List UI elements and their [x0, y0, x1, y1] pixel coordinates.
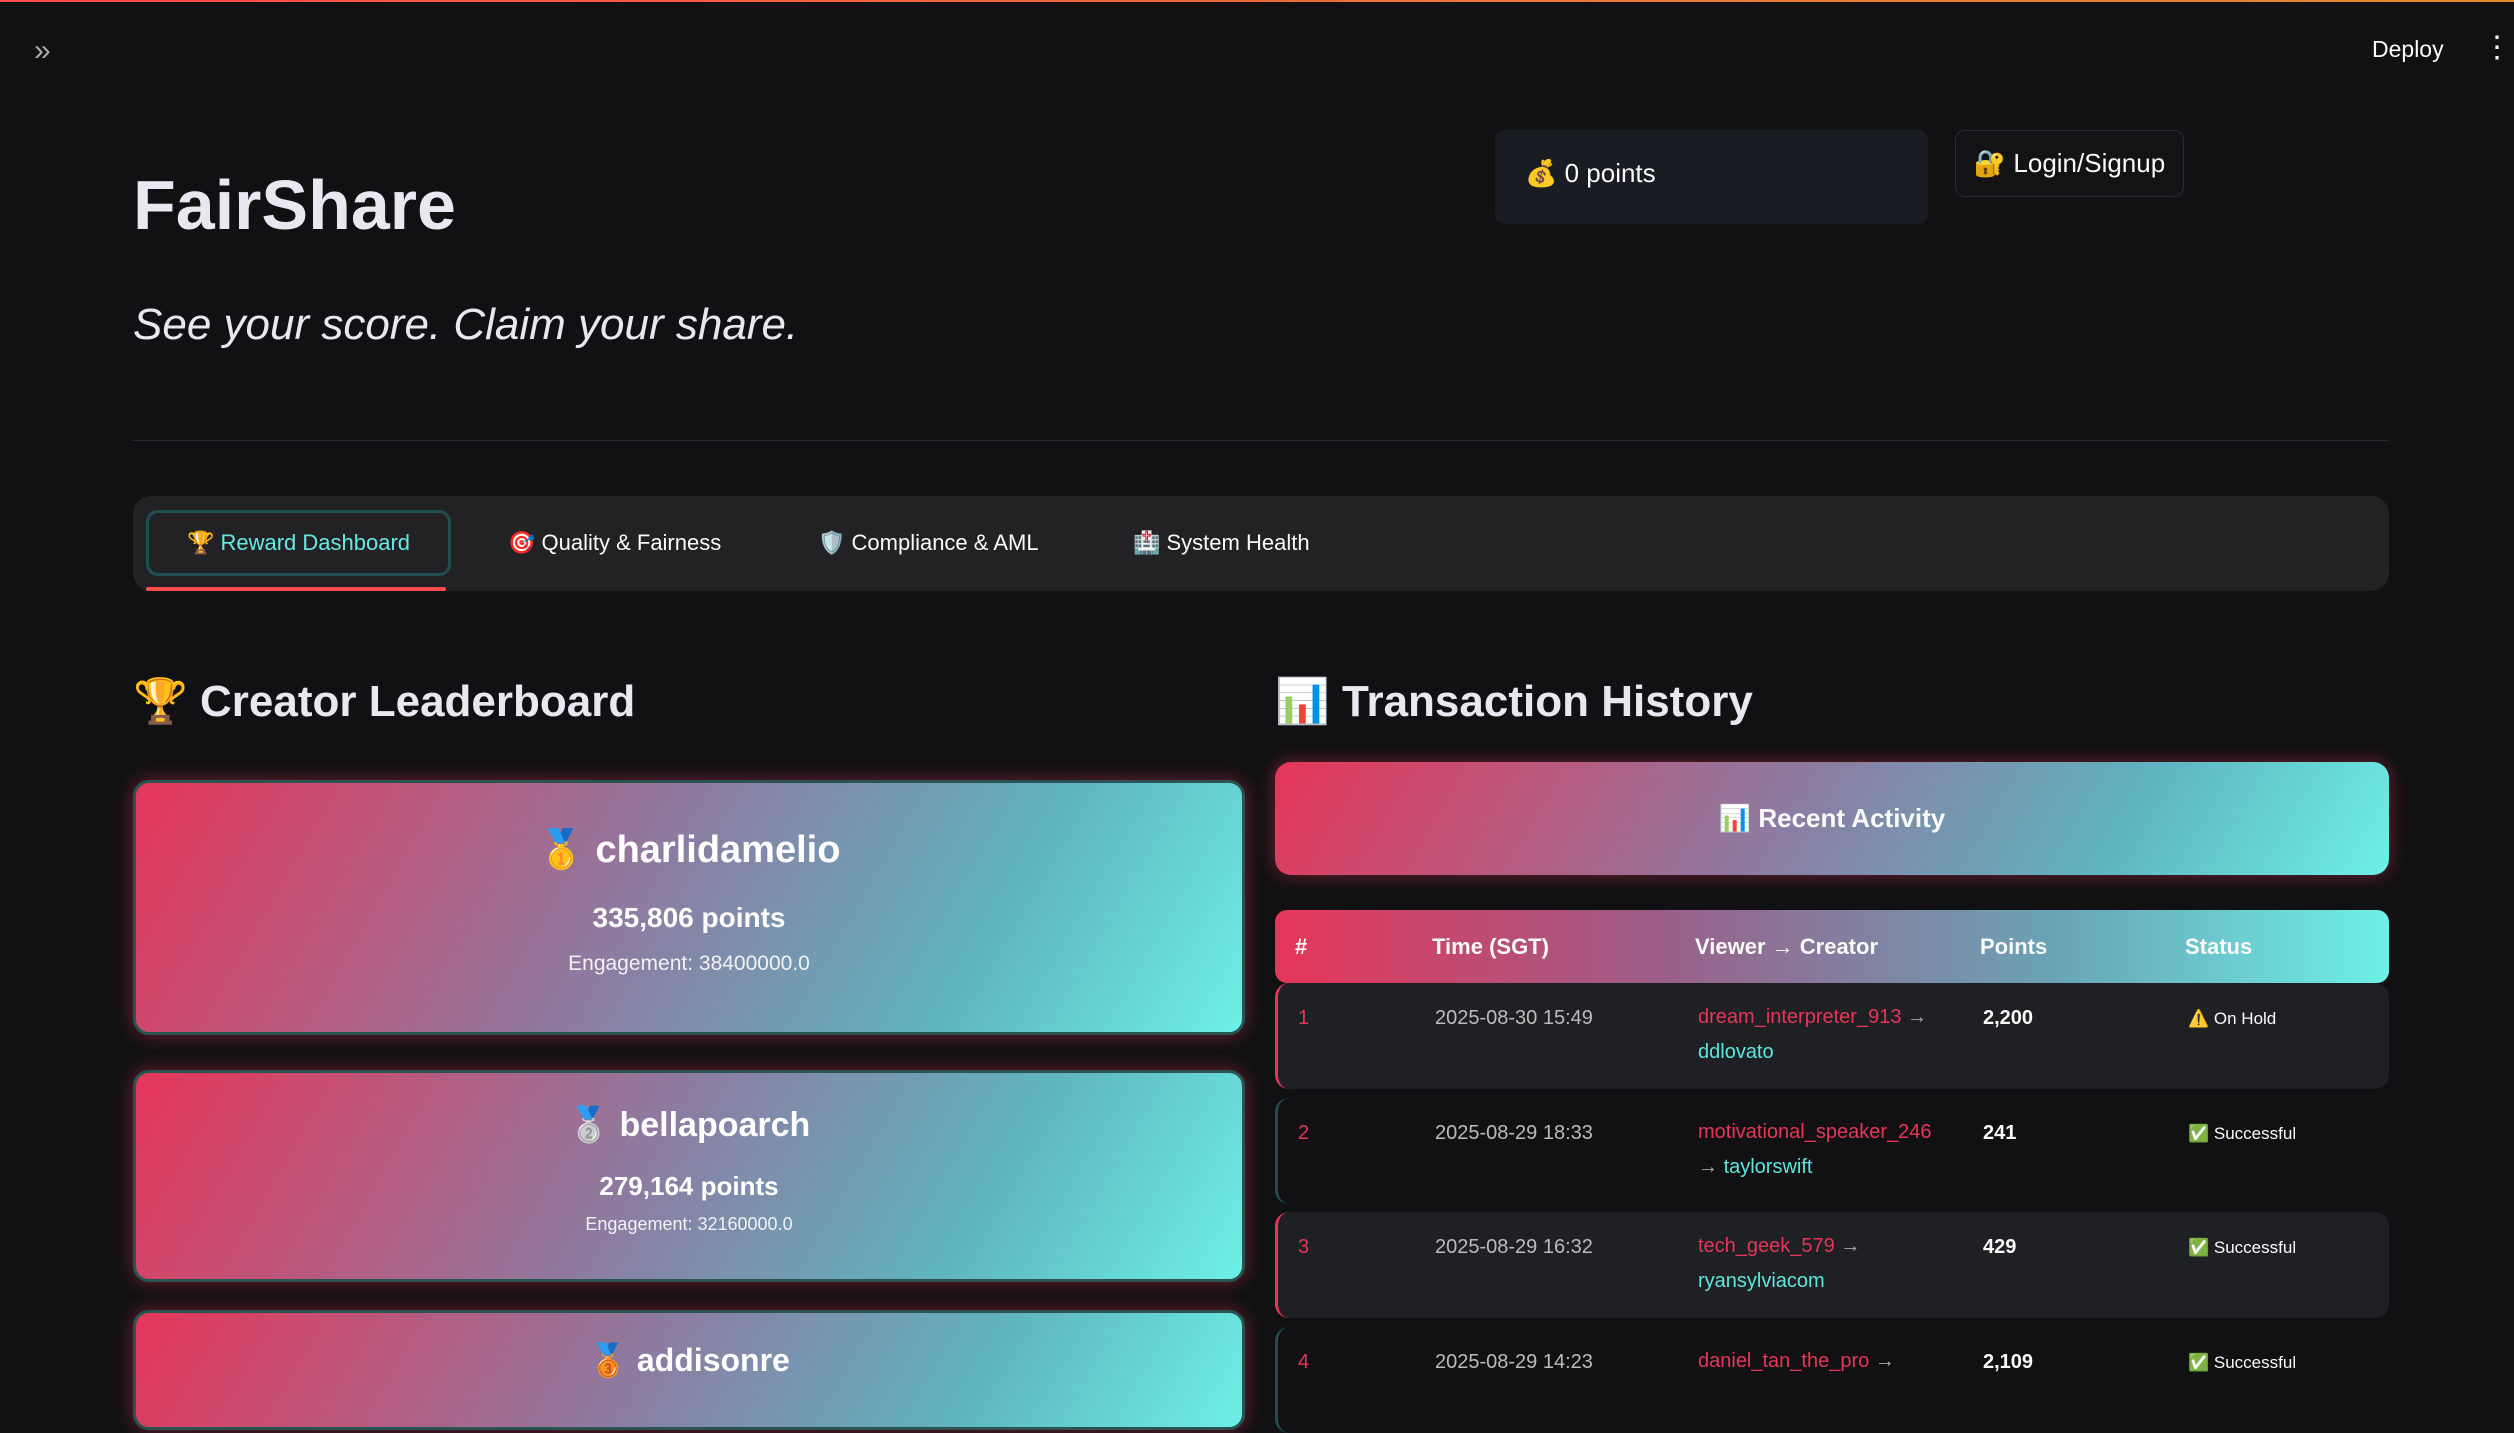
- table-row: 2 2025-08-29 18:33 motivational_speaker_…: [1275, 1098, 2389, 1204]
- tab-system-health[interactable]: 🏥 System Health: [1133, 530, 1310, 555]
- viewer-name: tech_geek_579: [1698, 1235, 1835, 1257]
- viewer-name: daniel_tan_the_pro: [1698, 1350, 1870, 1372]
- tab-quality-fairness[interactable]: 🎯 Quality & Fairness: [508, 530, 722, 555]
- status-badge: ✅ Successful: [2188, 1124, 2297, 1143]
- top-accent-line: [0, 0, 2514, 2]
- leaderboard-heading: 🏆 Creator Leaderboard: [133, 677, 636, 726]
- row-time: 2025-08-29 14:23: [1435, 1351, 1593, 1373]
- status-badge: ✅ Successful: [2188, 1238, 2297, 1257]
- login-signup-button[interactable]: 🔐 Login/Signup: [1955, 130, 2184, 197]
- row-points: 2,109: [1983, 1351, 2034, 1373]
- column-header: Viewer → Creator: [1695, 934, 1879, 959]
- column-header: #: [1295, 934, 1308, 959]
- tab-reward-dashboard[interactable]: 🏆 Reward Dashboard: [146, 510, 451, 576]
- medal-icon: 🥉: [588, 1342, 629, 1378]
- row-number: 3: [1298, 1236, 1310, 1258]
- creator-name: bellapoarch: [619, 1106, 811, 1144]
- viewer-creator: motivational_speaker_246 → taylorswift: [1698, 1115, 1968, 1185]
- points-display: 💰 0 points: [1495, 130, 1928, 224]
- row-points: 429: [1983, 1236, 2017, 1258]
- creator-engagement: Engagement: 32160000.0: [585, 1214, 793, 1234]
- viewer-creator: daniel_tan_the_pro →: [1698, 1344, 1968, 1379]
- table-row: 3 2025-08-29 16:32 tech_geek_579 → ryans…: [1275, 1212, 2389, 1318]
- tab-bar: 🏆 Reward Dashboard 🎯 Quality & Fairness …: [133, 496, 2389, 591]
- viewer-creator: dream_interpreter_913 → ddlovato: [1698, 1000, 1968, 1070]
- deploy-button[interactable]: Deploy: [2372, 36, 2444, 62]
- transaction-history-heading: 📊 Transaction History: [1275, 677, 1753, 726]
- creator-name: charlidamelio: [595, 829, 841, 871]
- status-badge: ✅ Successful: [2188, 1353, 2297, 1372]
- creator-engagement: Engagement: 38400000.0: [568, 952, 810, 975]
- viewer-name: dream_interpreter_913: [1698, 1006, 1902, 1028]
- leaderboard-card: 🥇 charlidamelio 335,806 points Engagemen…: [133, 780, 1245, 1035]
- arrow-icon: →: [1901, 1006, 1928, 1028]
- row-time: 2025-08-30 15:49: [1435, 1007, 1593, 1029]
- creator-name: taylorswift: [1723, 1156, 1813, 1178]
- column-header: Status: [2185, 934, 2253, 959]
- table-header: # Time (SGT) Viewer → Creator Points Sta…: [1275, 910, 2389, 983]
- page-subtitle: See your score. Claim your share.: [133, 300, 799, 349]
- arrow-icon: →: [1834, 1235, 1861, 1257]
- creator-name: addisonre: [636, 1342, 790, 1378]
- creator-name: ryansylviacom: [1698, 1270, 1825, 1292]
- row-number: 2: [1298, 1122, 1310, 1144]
- table-row: 1 2025-08-30 15:49 dream_interpreter_913…: [1275, 983, 2389, 1089]
- row-points: 2,200: [1983, 1007, 2034, 1029]
- status-badge: ⚠️ On Hold: [2188, 1009, 2277, 1028]
- medal-icon: 🥈: [567, 1106, 611, 1144]
- tab-compliance-aml[interactable]: 🛡️ Compliance & AML: [818, 530, 1039, 555]
- viewer-creator: tech_geek_579 → ryansylviacom: [1698, 1229, 1968, 1299]
- row-points: 241: [1983, 1122, 2017, 1144]
- page-title: FairShare: [133, 166, 456, 244]
- row-number: 1: [1298, 1007, 1310, 1029]
- divider: [133, 440, 2389, 441]
- recent-activity-banner: 📊 Recent Activity: [1275, 762, 2389, 875]
- column-header: Time (SGT): [1432, 934, 1549, 959]
- leaderboard-card: 🥉 addisonre: [133, 1310, 1245, 1430]
- main-menu-icon[interactable]: ⋮: [2482, 31, 2512, 64]
- creator-name: ddlovato: [1698, 1041, 1774, 1063]
- active-tab-indicator: [146, 587, 446, 591]
- column-header: Points: [1980, 934, 2048, 959]
- row-time: 2025-08-29 16:32: [1435, 1236, 1593, 1258]
- creator-points: 279,164 points: [599, 1171, 779, 1201]
- table-row: 4 2025-08-29 14:23 daniel_tan_the_pro → …: [1275, 1327, 2389, 1433]
- arrow-icon: →: [1698, 1156, 1724, 1178]
- row-time: 2025-08-29 18:33: [1435, 1122, 1593, 1144]
- arrow-icon: →: [1869, 1350, 1895, 1372]
- sidebar-expand-icon[interactable]: »: [34, 34, 51, 67]
- row-number: 4: [1298, 1351, 1310, 1373]
- creator-points: 335,806 points: [592, 902, 786, 933]
- viewer-name: motivational_speaker_246: [1698, 1121, 1932, 1143]
- medal-icon: 🥇: [537, 829, 585, 871]
- leaderboard-card: 🥈 bellapoarch 279,164 points Engagement:…: [133, 1070, 1245, 1282]
